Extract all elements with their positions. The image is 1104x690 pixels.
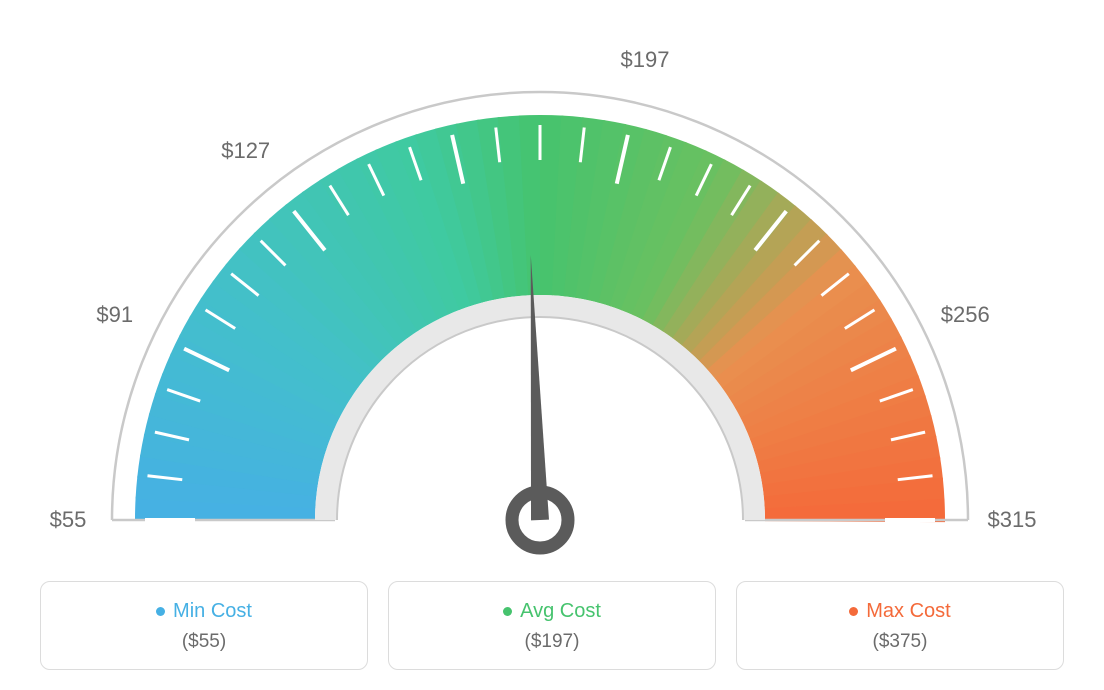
legend-row: Min Cost ($55) Avg Cost ($197) Max Cost … [40, 581, 1064, 670]
gauge-tick-label: $315 [988, 507, 1037, 533]
legend-label: Min Cost [173, 600, 252, 623]
gauge-tick-label: $256 [941, 302, 990, 328]
gauge-container: $55 $91 $127 $197 $256 $315 [0, 0, 1104, 560]
legend-value: ($197) [399, 631, 705, 653]
dot-icon [849, 607, 858, 616]
legend-title-min: Min Cost [156, 600, 252, 623]
legend-title-avg: Avg Cost [503, 600, 601, 623]
gauge-tick-label: $91 [96, 302, 133, 328]
legend-value: ($375) [747, 631, 1053, 653]
gauge-chart [0, 0, 1104, 560]
gauge-tick-label: $197 [621, 47, 670, 73]
gauge-tick-label: $55 [50, 507, 87, 533]
legend-value: ($55) [51, 631, 357, 653]
legend-label: Max Cost [866, 600, 950, 623]
legend-card-max: Max Cost ($375) [736, 581, 1064, 670]
legend-card-min: Min Cost ($55) [40, 581, 368, 670]
legend-label: Avg Cost [520, 600, 601, 623]
dot-icon [503, 607, 512, 616]
dot-icon [156, 607, 165, 616]
legend-card-avg: Avg Cost ($197) [388, 581, 716, 670]
gauge-tick-label: $127 [221, 138, 270, 164]
legend-title-max: Max Cost [849, 600, 950, 623]
